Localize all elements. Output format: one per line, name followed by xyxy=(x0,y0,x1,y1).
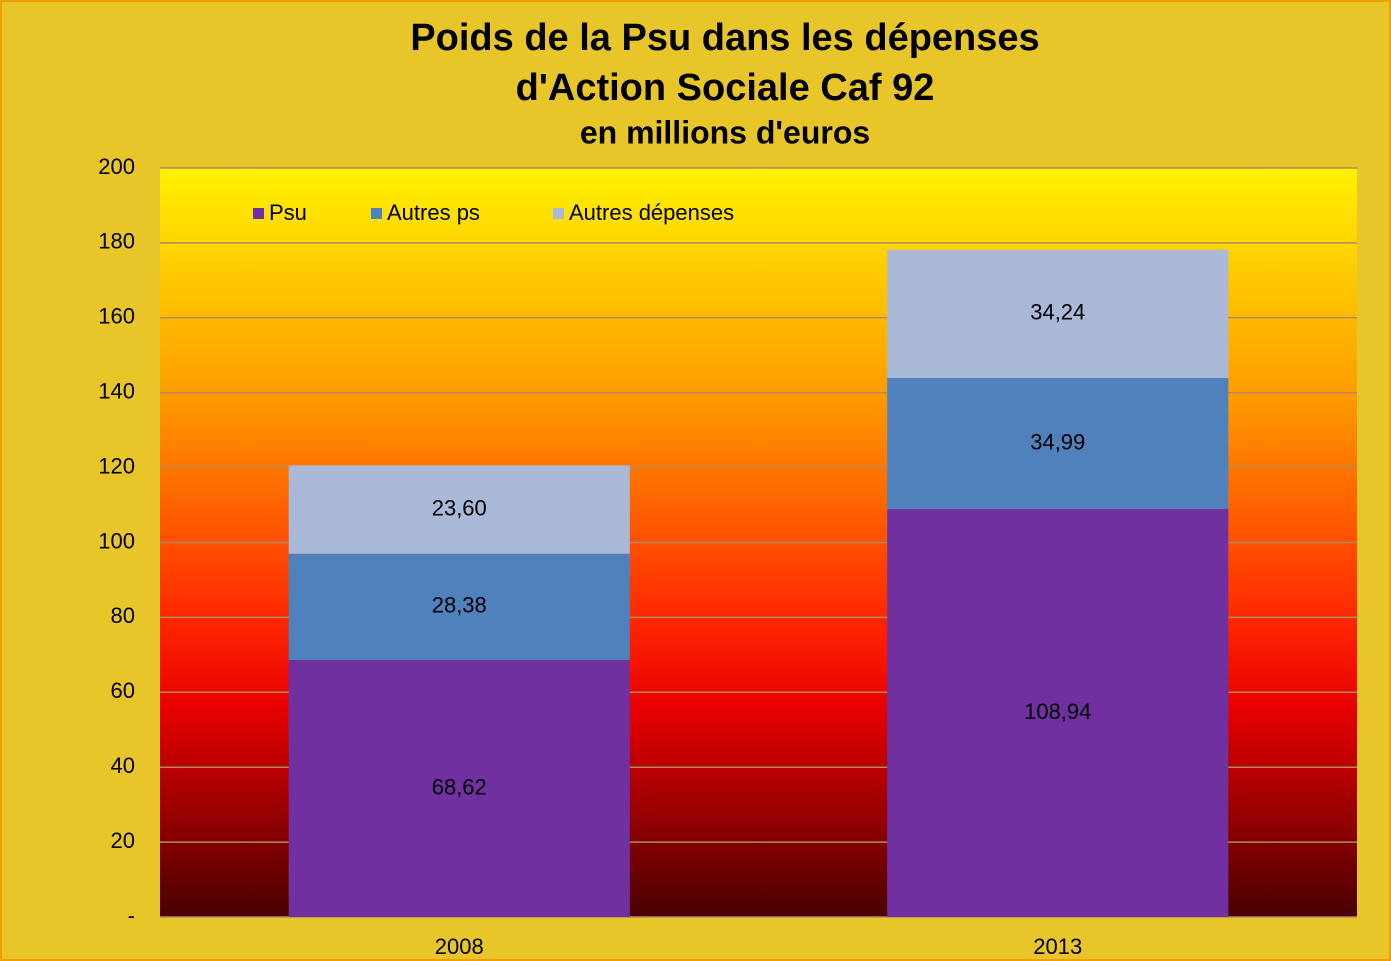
legend-swatch xyxy=(371,208,382,219)
data-label: 34,24 xyxy=(1030,300,1085,325)
data-label: 23,60 xyxy=(432,495,487,520)
bar-segment xyxy=(887,249,1229,378)
y-tick-label: 200 xyxy=(98,154,135,179)
legend-label: Autres dépenses xyxy=(569,200,734,225)
y-tick-label: 180 xyxy=(98,229,135,254)
y-tick-label: 60 xyxy=(111,678,135,703)
x-tick-label: 2013 xyxy=(1033,934,1082,959)
bar-segment xyxy=(887,509,1229,917)
chart-subtitle: en millions d'euros xyxy=(580,114,870,150)
chart-title: d'Action Sociale Caf 92 xyxy=(516,67,935,109)
y-tick-label: 100 xyxy=(98,528,135,553)
data-label: 28,38 xyxy=(432,593,487,618)
legend-label: Autres ps xyxy=(387,200,480,225)
data-label: 68,62 xyxy=(432,774,487,799)
data-label: 108,94 xyxy=(1024,699,1091,724)
legend-label: Psu xyxy=(269,200,307,225)
x-tick-label: 2008 xyxy=(435,934,484,959)
y-tick-label: 80 xyxy=(111,603,135,628)
data-label: 34,99 xyxy=(1030,429,1085,454)
bar-segment xyxy=(288,465,630,554)
bar-segment xyxy=(887,377,1229,510)
legend-swatch xyxy=(553,208,564,219)
bar-segment xyxy=(288,553,630,661)
chart-title: Poids de la Psu dans les dépenses xyxy=(410,17,1039,59)
y-tick-label: - xyxy=(128,903,135,928)
y-tick-label: 160 xyxy=(98,304,135,329)
y-tick-label: 40 xyxy=(111,753,135,778)
y-tick-label: 20 xyxy=(111,828,135,853)
bar-segment xyxy=(288,660,630,917)
y-tick-label: 120 xyxy=(98,453,135,478)
y-tick-label: 140 xyxy=(98,379,135,404)
legend-swatch xyxy=(253,208,264,219)
